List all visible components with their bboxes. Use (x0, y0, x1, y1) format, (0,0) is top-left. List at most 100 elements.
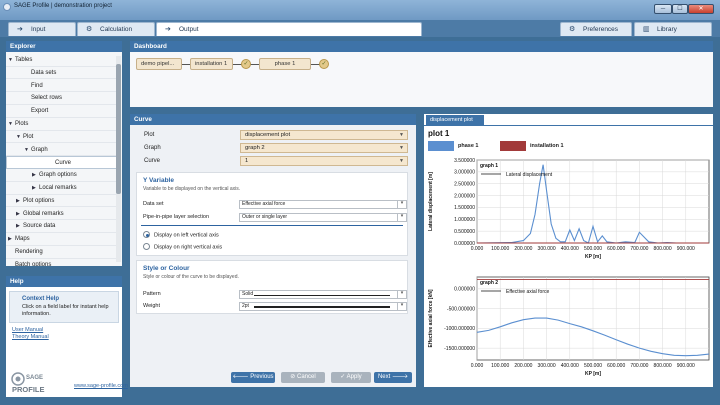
y-tick-label: -1500.000000 (444, 346, 475, 352)
radio-left-axis[interactable]: Display on left vertical axis (143, 231, 219, 240)
radio-unselected-icon[interactable] (143, 243, 150, 250)
collapsed-arrow-icon[interactable]: ▶ (8, 236, 12, 243)
graph-select[interactable]: graph 2 ▼ (240, 143, 408, 153)
cancel-button[interactable]: ⊘ Cancel (281, 372, 325, 383)
tab-calculation-label: Calculation (100, 26, 133, 33)
pattern-select-value: Solid (242, 291, 254, 297)
cancel-icon: ⊘ (290, 374, 297, 380)
expanded-arrow-icon[interactable]: ▼ (24, 146, 29, 153)
tree-item-global-remarks[interactable]: ▶ Global remarks (6, 208, 120, 221)
dataset-select[interactable]: Effective axial force ▾ (239, 200, 407, 209)
x-tick-label: 300.000 (538, 246, 556, 252)
chevron-down-icon: ▾ (397, 302, 406, 311)
y-tick-label: -1000.000000 (444, 326, 475, 332)
tab-input-label: Input (31, 26, 46, 33)
installation-node[interactable]: installation 1 (190, 58, 233, 70)
output-icon: ➔ (165, 26, 171, 33)
pattern-label[interactable]: Pattern (143, 291, 161, 297)
tree-item-label: Global remarks (23, 210, 64, 217)
radio-right-axis-label: Display on right vertical axis (154, 244, 223, 251)
next-button[interactable]: Next 🡒 (374, 372, 412, 383)
minimize-button[interactable]: ─ (654, 4, 672, 14)
library-label: Library (657, 26, 677, 33)
tree-item-find[interactable]: Find (6, 80, 120, 93)
x-tick-label: 600.000 (607, 246, 625, 252)
collapsed-arrow-icon[interactable]: ▶ (16, 210, 20, 217)
tree-item-plot-options[interactable]: ▶ Plot options (6, 195, 120, 208)
tree-item-label: Local remarks (39, 185, 77, 191)
tree-item-plots[interactable]: ▼ Plots (6, 118, 120, 131)
tree-item-label: Maps (15, 236, 30, 243)
plot-row: Plot displacement plot ▼ (136, 130, 408, 140)
tree-item-graph[interactable]: ▼ Graph (6, 144, 120, 157)
tree-item-batch-options[interactable]: Batch options (6, 259, 120, 266)
weight-select[interactable]: 2pt ▾ (239, 302, 407, 311)
x-tick-label: 900.000 (677, 246, 695, 252)
tree-item-tables[interactable]: ▼ Tables (6, 54, 120, 67)
graph-label[interactable]: Graph (144, 145, 161, 151)
context-help-title: Context Help (22, 296, 60, 302)
tree-item-export[interactable]: Export (6, 105, 120, 118)
tab-input[interactable]: ➔ Input (8, 22, 76, 36)
weight-label[interactable]: Weight (143, 303, 161, 309)
arrow-left-icon: 🡐 (232, 374, 251, 380)
tree-item-label: Graph (31, 146, 48, 153)
library-button[interactable]: ▥ Library (634, 22, 712, 36)
plot-label[interactable]: Plot (144, 132, 155, 138)
phase-node[interactable]: phase 1 (259, 58, 311, 70)
tree-item-data-sets[interactable]: Data sets (6, 67, 120, 80)
user-manual-link[interactable]: User Manual (12, 327, 44, 333)
y-variable-section: Y Variable Variable to be displayed on t… (136, 172, 408, 256)
close-button[interactable]: ✕ (688, 4, 714, 14)
x-tick-label: 800.000 (654, 246, 672, 252)
displacement-plot-tab[interactable]: displacement plot (426, 115, 484, 125)
curve-panel (130, 125, 416, 387)
theory-manual-link[interactable]: Theory Manual (12, 334, 49, 340)
tree-item-source-data[interactable]: ▶ Source data (6, 220, 120, 233)
plot-select-value: displacement plot (245, 132, 291, 138)
expanded-arrow-icon[interactable]: ▼ (8, 57, 13, 63)
pipeline-node[interactable]: demo pipel... (136, 58, 182, 70)
style-description: Style or colour of the curve to be displ… (143, 274, 239, 280)
curve-select[interactable]: 1 ▼ (240, 156, 408, 166)
tree-item-graph-options[interactable]: ▶ Graph options (6, 169, 120, 182)
tree-item-rendering[interactable]: Rendering (6, 246, 120, 259)
expanded-arrow-icon[interactable]: ▼ (8, 121, 13, 127)
previous-button[interactable]: 🡐 Previous (231, 372, 275, 383)
radio-right-axis[interactable]: Display on right vertical axis (143, 243, 222, 252)
tree-item-curve[interactable]: Curve (6, 156, 120, 169)
next-label: Next (377, 374, 391, 380)
maximize-button[interactable]: ☐ (672, 4, 688, 14)
graph-title: graph 1 (480, 163, 498, 169)
collapsed-arrow-icon[interactable]: ▶ (32, 185, 36, 191)
tree-item-local-remarks[interactable]: ▶ Local remarks (6, 182, 120, 195)
pip-layer-select[interactable]: Outer or single layer ▾ (239, 213, 407, 222)
tree-item-plot[interactable]: ▼ Plot (6, 131, 120, 144)
tree-item-label: Export (31, 108, 49, 115)
x-tick-label: 200.000 (514, 363, 532, 369)
explorer-scroll-thumb[interactable] (116, 64, 121, 194)
dataset-label[interactable]: Data set (143, 201, 164, 207)
plot-select[interactable]: displacement plot ▼ (240, 130, 408, 140)
preferences-button[interactable]: ⚙ Preferences (560, 22, 632, 36)
collapsed-arrow-icon[interactable]: ▶ (16, 223, 20, 230)
expanded-arrow-icon[interactable]: ▼ (16, 133, 21, 140)
tree-item-label: Plot (23, 133, 34, 140)
apply-button[interactable]: ✓ Apply (331, 372, 371, 383)
collapsed-arrow-icon[interactable]: ▶ (32, 172, 36, 179)
pip-layer-label[interactable]: Pipe-in-pipe layer selection (143, 214, 210, 220)
chevron-down-icon: ▾ (397, 200, 406, 209)
explorer-scrollbar[interactable] (116, 56, 121, 262)
website-link[interactable]: www.sage-profile.com (74, 383, 128, 389)
tree-item-maps[interactable]: ▶ Maps (6, 233, 120, 246)
collapsed-arrow-icon[interactable]: ▶ (16, 197, 20, 204)
pattern-line-preview (254, 294, 390, 296)
tab-calculation[interactable]: ⚙ Calculation (77, 22, 155, 36)
pattern-select[interactable]: Solid ▾ (239, 290, 407, 299)
chevron-down-icon: ▼ (399, 132, 404, 138)
radio-selected-icon[interactable] (143, 231, 150, 238)
tab-output[interactable]: ➔ Output (156, 22, 422, 36)
tree-item-select-rows[interactable]: Select rows (6, 92, 120, 105)
curve-label[interactable]: Curve (144, 158, 161, 164)
arrow-right-icon: 🡒 (390, 374, 409, 380)
